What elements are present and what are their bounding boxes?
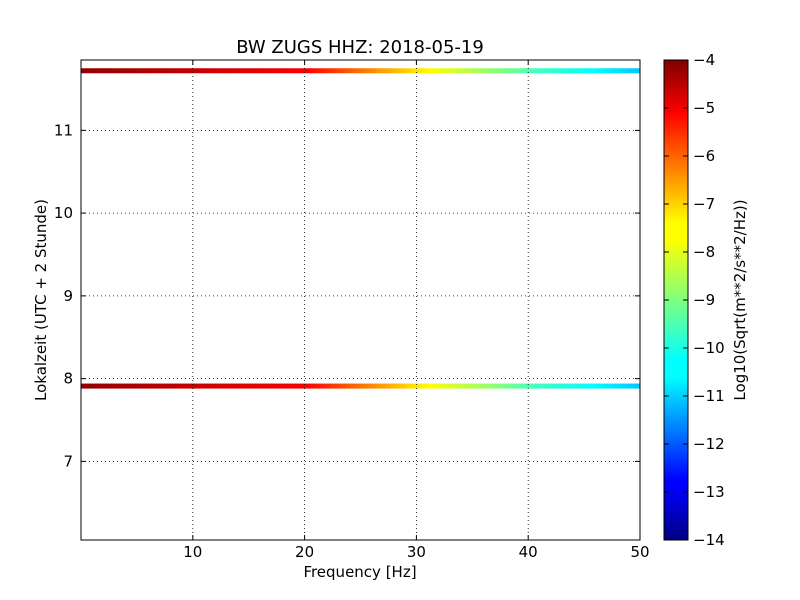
chart-title: BW ZUGS HHZ: 2018-05-19 <box>236 37 484 58</box>
heatmap-cells <box>81 68 640 389</box>
